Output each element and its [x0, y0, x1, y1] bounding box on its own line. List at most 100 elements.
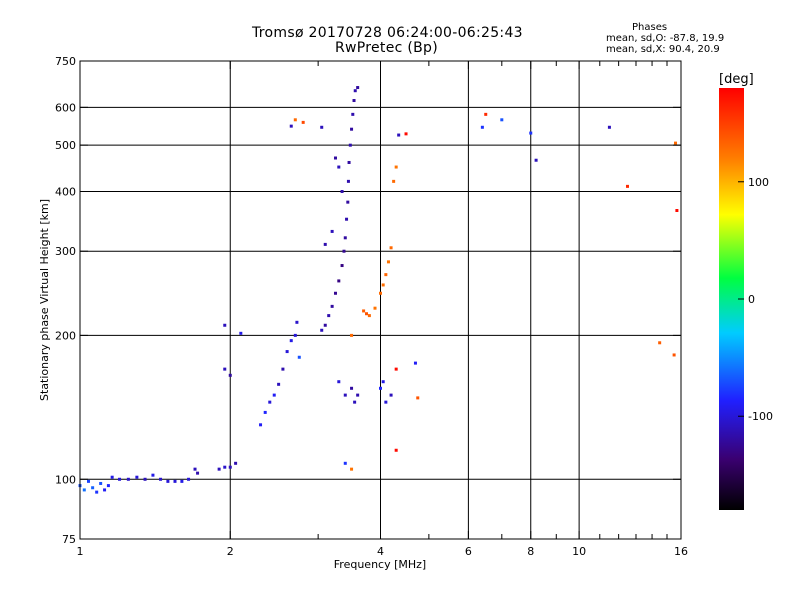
- data-point: [484, 112, 488, 116]
- points-layer: [78, 86, 679, 494]
- colorbar-tick-label: -100: [748, 410, 773, 423]
- data-point: [356, 393, 360, 397]
- data-point: [350, 333, 354, 337]
- data-point: [180, 479, 184, 483]
- colorbar-tick-label: 0: [748, 293, 755, 306]
- data-point: [297, 355, 301, 359]
- data-point: [95, 490, 99, 494]
- data-point: [672, 353, 676, 357]
- data-point: [343, 393, 347, 397]
- data-point: [346, 179, 350, 183]
- data-point: [381, 380, 385, 384]
- data-point: [404, 132, 408, 136]
- data-point: [337, 165, 341, 169]
- data-point: [397, 133, 401, 137]
- data-point: [327, 314, 331, 318]
- data-point: [353, 400, 357, 404]
- data-point: [345, 217, 349, 221]
- data-point: [340, 189, 344, 193]
- data-point: [196, 471, 200, 475]
- data-point: [320, 125, 324, 129]
- data-point: [381, 283, 385, 287]
- x-tick-label: 1: [77, 545, 84, 558]
- colorbar-tick-label: 100: [748, 176, 769, 189]
- data-point: [110, 475, 114, 479]
- x-axis-label: Frequency [MHz]: [334, 558, 426, 571]
- data-point: [337, 279, 341, 283]
- data-point: [413, 361, 417, 365]
- data-point: [159, 477, 163, 481]
- phase-stats-x: mean, sd,X: 90.4, 20.9: [606, 44, 720, 55]
- data-point: [272, 393, 276, 397]
- data-point: [268, 400, 272, 404]
- grid-layer: [80, 61, 681, 539]
- data-point: [239, 331, 243, 335]
- data-point: [187, 477, 191, 481]
- data-point: [193, 467, 197, 471]
- y-tick-label: 400: [55, 185, 76, 198]
- data-point: [223, 367, 227, 371]
- data-point: [625, 184, 629, 188]
- y-tick-label: 600: [55, 101, 76, 114]
- data-point: [228, 373, 232, 377]
- data-point: [223, 323, 227, 327]
- data-point: [263, 410, 267, 414]
- data-point: [106, 484, 110, 488]
- data-point: [356, 86, 360, 90]
- data-point: [350, 386, 354, 390]
- data-point: [379, 386, 382, 390]
- data-point: [365, 312, 369, 316]
- y-tick-label: 100: [55, 473, 76, 486]
- data-point: [320, 328, 324, 332]
- data-point: [82, 488, 86, 492]
- data-point: [330, 304, 334, 308]
- data-point: [330, 229, 334, 233]
- x-tick-label: 2: [227, 545, 234, 558]
- axes-layer: 1 2 4 6 8 10 16 75 100 200 300 400 500 600 750: [55, 55, 688, 558]
- data-point: [118, 477, 122, 481]
- data-point: [394, 448, 398, 452]
- data-point: [143, 477, 147, 481]
- data-point: [259, 423, 263, 427]
- data-point: [337, 380, 341, 384]
- data-point: [384, 400, 388, 404]
- data-point: [384, 273, 388, 277]
- chart-subtitle: RwPretec (Bp): [335, 40, 439, 56]
- data-point: [343, 461, 347, 465]
- y-tick-label: 300: [55, 245, 76, 258]
- x-tick-label: 4: [377, 545, 384, 558]
- data-point: [223, 465, 227, 469]
- colorbar-ticks: 100 0 -100: [738, 176, 773, 423]
- data-point: [340, 264, 344, 268]
- x-tick-label: 6: [465, 545, 472, 558]
- data-point: [607, 125, 611, 129]
- data-point: [217, 467, 221, 471]
- data-point: [228, 465, 232, 469]
- data-point: [323, 242, 327, 246]
- data-point: [353, 89, 357, 93]
- data-point: [293, 333, 297, 337]
- x-tick-label: 16: [674, 545, 688, 558]
- data-point: [534, 158, 538, 162]
- data-point: [301, 120, 305, 124]
- data-point: [480, 125, 484, 129]
- data-point: [293, 118, 297, 122]
- data-point: [323, 323, 327, 327]
- data-point: [362, 309, 366, 313]
- y-tick-label: 75: [62, 533, 76, 546]
- data-point: [379, 291, 382, 295]
- data-point: [350, 467, 354, 471]
- data-point: [367, 314, 371, 318]
- data-point: [333, 156, 337, 160]
- data-point: [135, 475, 139, 479]
- data-point: [392, 179, 396, 183]
- data-point: [394, 165, 398, 169]
- data-point: [333, 291, 337, 295]
- data-point: [352, 99, 356, 103]
- data-point: [234, 461, 238, 465]
- data-point: [277, 382, 281, 386]
- y-tick-label: 750: [55, 55, 76, 68]
- data-point: [87, 479, 91, 483]
- data-point: [289, 124, 293, 128]
